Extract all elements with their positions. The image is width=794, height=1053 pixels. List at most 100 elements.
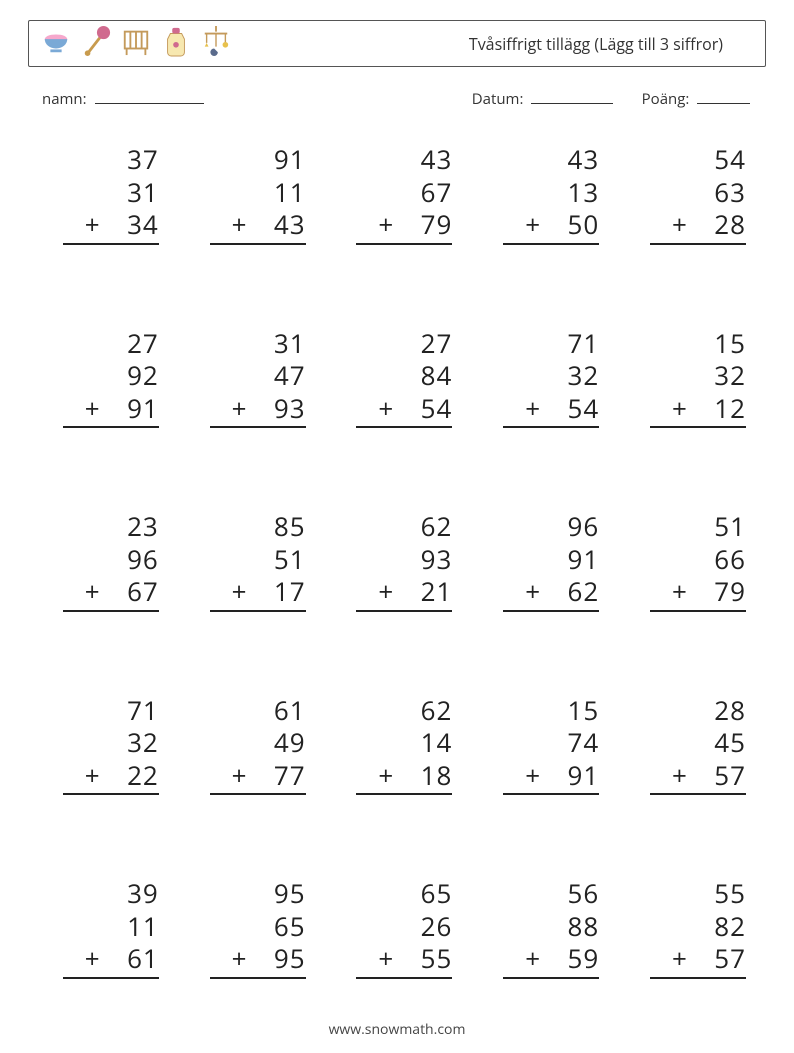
problem-24: 5688+59	[503, 877, 599, 1003]
addend-3: +95	[210, 942, 306, 975]
answer-line[interactable]	[356, 426, 452, 452]
addend-2: 26	[356, 910, 452, 943]
answer-line[interactable]	[210, 610, 306, 636]
score-blank[interactable]	[697, 103, 750, 104]
addend-2: 49	[210, 726, 306, 759]
addend-1: 91	[210, 143, 306, 176]
addend-3: +62	[503, 575, 599, 608]
problem-23: 6526+55	[356, 877, 452, 1003]
answer-line[interactable]	[63, 243, 159, 269]
date-blank[interactable]	[531, 103, 613, 104]
answer-line[interactable]	[650, 977, 746, 1003]
answer-line[interactable]	[63, 977, 159, 1003]
addend-2: 88	[503, 910, 599, 943]
addend-2: 65	[210, 910, 306, 943]
addend-1: 15	[503, 694, 599, 727]
addend-3: +54	[356, 392, 452, 425]
addend-1: 71	[503, 327, 599, 360]
addend-3: +21	[356, 575, 452, 608]
problem-12: 8551+17	[210, 510, 306, 636]
score-label: Poäng:	[642, 89, 690, 109]
addend-1: 62	[356, 510, 452, 543]
addend-2: 67	[356, 176, 452, 209]
addend-3: +77	[210, 759, 306, 792]
addend-3: +12	[650, 392, 746, 425]
answer-line[interactable]	[63, 426, 159, 452]
problem-14: 9691+62	[503, 510, 599, 636]
answer-line[interactable]	[210, 793, 306, 819]
worksheet-title: Tvåsiffrigt tillägg (Lägg till 3 siffror…	[469, 33, 753, 55]
addend-3: +22	[63, 759, 159, 792]
problem-17: 6149+77	[210, 694, 306, 820]
addend-3: +54	[503, 392, 599, 425]
addend-1: 27	[63, 327, 159, 360]
answer-line[interactable]	[503, 977, 599, 1003]
answer-line[interactable]	[503, 426, 599, 452]
addend-1: 71	[63, 694, 159, 727]
mobile-icon	[201, 24, 231, 63]
addend-1: 54	[650, 143, 746, 176]
addend-2: 32	[650, 359, 746, 392]
addend-1: 27	[356, 327, 452, 360]
addend-2: 14	[356, 726, 452, 759]
answer-line[interactable]	[650, 610, 746, 636]
addend-2: 45	[650, 726, 746, 759]
answer-line[interactable]	[63, 610, 159, 636]
addend-2: 11	[210, 176, 306, 209]
addend-1: 31	[210, 327, 306, 360]
answer-line[interactable]	[503, 793, 599, 819]
addend-1: 43	[503, 143, 599, 176]
answer-line[interactable]	[356, 243, 452, 269]
problem-10: 1532+12	[650, 327, 746, 453]
addend-3: +17	[210, 575, 306, 608]
answer-line[interactable]	[356, 610, 452, 636]
addend-3: +57	[650, 759, 746, 792]
answer-line[interactable]	[650, 793, 746, 819]
addend-3: +43	[210, 208, 306, 241]
addend-1: 43	[356, 143, 452, 176]
name-label: namn:	[42, 89, 87, 109]
problem-1: 3731+34	[63, 143, 159, 269]
worksheet-page: Tvåsiffrigt tillägg (Lägg till 3 siffror…	[0, 0, 794, 1053]
answer-line[interactable]	[503, 610, 599, 636]
addend-3: +18	[356, 759, 452, 792]
addend-2: 82	[650, 910, 746, 943]
addend-3: +59	[503, 942, 599, 975]
addend-3: +93	[210, 392, 306, 425]
problem-grid: 3731+349111+434367+794313+505463+282792+…	[28, 113, 766, 1013]
addend-1: 28	[650, 694, 746, 727]
answer-line[interactable]	[210, 426, 306, 452]
name-blank[interactable]	[95, 103, 204, 104]
addend-1: 61	[210, 694, 306, 727]
answer-line[interactable]	[210, 243, 306, 269]
addend-3: +55	[356, 942, 452, 975]
header-icon-row	[41, 24, 231, 63]
addend-1: 62	[356, 694, 452, 727]
bowl-icon	[41, 24, 71, 63]
answer-line[interactable]	[63, 793, 159, 819]
answer-line[interactable]	[650, 243, 746, 269]
answer-line[interactable]	[356, 977, 452, 1003]
answer-line[interactable]	[650, 426, 746, 452]
bottle-icon	[161, 24, 191, 63]
problem-4: 4313+50	[503, 143, 599, 269]
answer-line[interactable]	[503, 243, 599, 269]
problem-15: 5166+79	[650, 510, 746, 636]
addend-2: 51	[210, 543, 306, 576]
addend-1: 95	[210, 877, 306, 910]
footer-url: www.snowmath.com	[0, 1020, 794, 1039]
rattle-icon	[81, 24, 111, 63]
addend-3: +50	[503, 208, 599, 241]
addend-1: 51	[650, 510, 746, 543]
addend-3: +67	[63, 575, 159, 608]
crib-icon	[121, 24, 151, 63]
addend-3: +57	[650, 942, 746, 975]
answer-line[interactable]	[356, 793, 452, 819]
problem-3: 4367+79	[356, 143, 452, 269]
addend-2: 63	[650, 176, 746, 209]
answer-line[interactable]	[210, 977, 306, 1003]
addend-1: 55	[650, 877, 746, 910]
addend-3: +34	[63, 208, 159, 241]
addend-3: +79	[650, 575, 746, 608]
problem-2: 9111+43	[210, 143, 306, 269]
